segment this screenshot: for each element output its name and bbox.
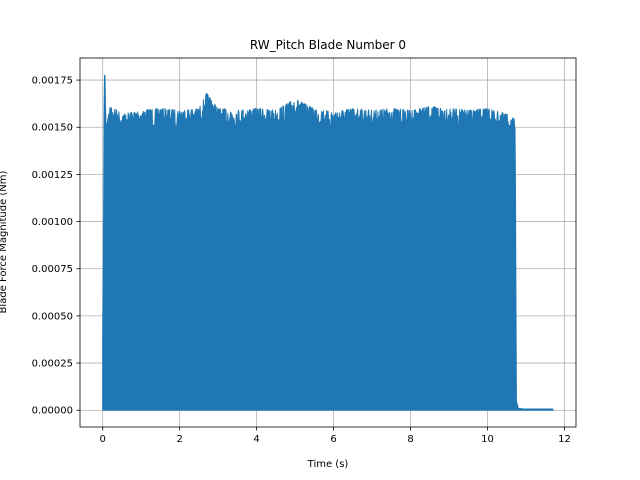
y-tick-label: 0.00175	[32, 76, 73, 87]
ticks: 0 2 4 6 8 10 12 0.00000 0.00025 0.00050 0.00075 0.0…	[32, 76, 571, 445]
x-tick-label: 0	[100, 434, 106, 445]
x-tick-label: 10	[481, 434, 494, 445]
y-tick-label: 0.00100	[32, 217, 73, 228]
plot-frame	[79, 57, 577, 428]
y-tick-label: 0.00050	[32, 311, 73, 322]
y-tick-label: 0.00075	[32, 264, 73, 275]
y-tick-label: 0.00150	[32, 123, 73, 134]
y-tick-label: 0.00000	[32, 406, 73, 417]
signal-band	[102, 74, 554, 411]
chart-title: RW_Pitch Blade Number 0	[250, 38, 406, 52]
x-tick-label: 8	[407, 434, 413, 445]
x-tick-label: 2	[176, 434, 182, 445]
series-line	[102, 74, 554, 411]
x-tick-label: 4	[253, 434, 259, 445]
x-tick-label: 6	[330, 434, 336, 445]
y-tick-label: 0.00125	[32, 170, 73, 181]
x-tick-label: 12	[558, 434, 571, 445]
y-tick-label: 0.00025	[32, 359, 73, 370]
x-axis-label: Time (s)	[307, 459, 349, 470]
y-axis-label: Blade Force Magnitude (Nm)	[0, 170, 9, 313]
